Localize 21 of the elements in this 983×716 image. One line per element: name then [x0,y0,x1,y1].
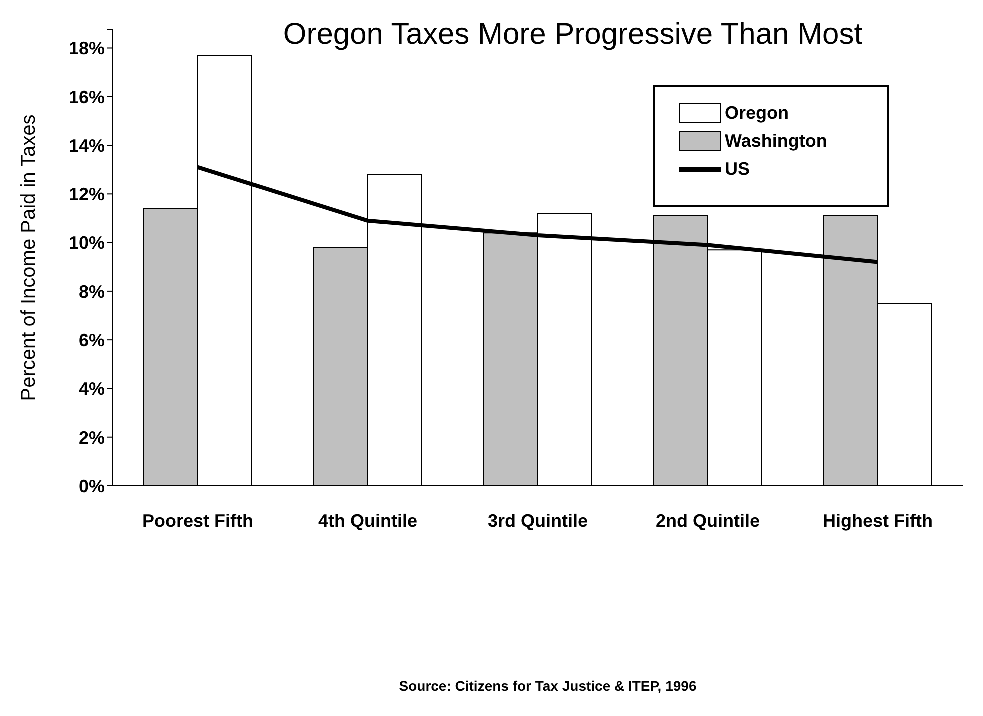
y-axis-title: Percent of Income Paid in Taxes [18,114,40,402]
y-tick-label: 18% [68,38,105,59]
y-tick-label: 8% [78,282,105,302]
y-tick-label: 0% [78,476,105,496]
x-tick-label: Poorest Fifth [142,510,254,531]
y-tick-label: 2% [78,428,105,448]
x-tick-label: 2nd Quintile [656,510,760,531]
y-tick-label: 16% [68,87,105,108]
y-tick-label: 12% [68,184,105,205]
y-tick-label: 4% [78,379,105,400]
x-tick-label: 3rd Quintile [488,510,588,531]
source-note: Source: Citizens for Tax Justice & ITEP, 1996 [398,678,698,694]
legend-label: Oregon [725,102,790,124]
y-tick-label: 10% [68,233,105,254]
y-tick-label: 14% [68,136,105,156]
x-tick-label: Highest Fifth [823,510,933,531]
legend-label: Washington [725,130,828,152]
x-tick-label: 4th Quintile [318,510,418,531]
y-tick-label: 6% [78,330,105,350]
chart-title: Oregon Taxes More Progressive Than Most [282,18,864,52]
legend-label: US [725,158,750,180]
